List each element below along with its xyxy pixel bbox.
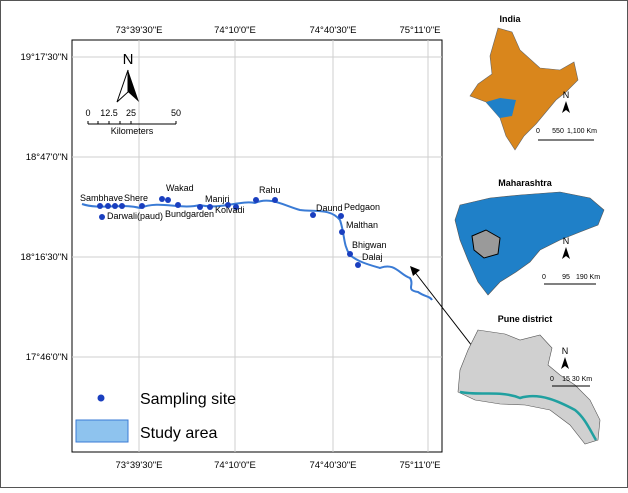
lon-label: 74°10'0"E (214, 25, 256, 36)
inset-scale: 30 Km (572, 376, 592, 383)
site-label: Wakad (166, 183, 194, 193)
pune-highlight (471, 229, 501, 259)
india-shape (469, 27, 579, 151)
lon-label: 73°39'30"E (115, 460, 162, 471)
scale-label: 50 (171, 108, 181, 118)
site-label: Darwali(paud) (107, 211, 163, 221)
inset-scale: 0 (550, 376, 554, 383)
sampling-site (207, 204, 213, 210)
inset-title: Pune district (498, 314, 553, 324)
inset-scale: 15 (562, 376, 570, 383)
sampling-site (253, 197, 259, 203)
sampling-site (139, 203, 145, 209)
legend-dot (97, 394, 105, 402)
legend-label: Sampling site (140, 391, 236, 408)
sampling-site (338, 213, 344, 219)
inset-scale: 95 (562, 274, 570, 281)
sampling-site (233, 204, 239, 210)
sampling-site (159, 196, 165, 202)
sampling-site (355, 262, 361, 268)
map-frame (71, 39, 443, 453)
scale-label: 0 (85, 108, 90, 118)
inset-north: N (562, 346, 569, 356)
scale-bar (87, 121, 177, 125)
site-label: Pedgaon (344, 202, 380, 212)
lon-label: 74°40'30"E (309, 460, 356, 471)
scale-label: 12.5 (100, 108, 118, 118)
inset-scale: 0 (536, 128, 540, 135)
legend-swatch (75, 419, 129, 443)
site-label: Sambhave (80, 193, 123, 203)
site-label: Kolvadi (215, 205, 245, 215)
site-label: Bundgarden (165, 209, 214, 219)
inset-north: N (563, 90, 570, 100)
extra-sites (97, 197, 278, 210)
north-label: N (123, 51, 134, 68)
site-label: Rahu (259, 185, 281, 195)
pune-river (459, 390, 598, 441)
sampling-site (119, 203, 125, 209)
site-label: Malthan (346, 220, 378, 230)
inset-scale: 1,100 Km (567, 128, 597, 135)
graticule (72, 40, 442, 452)
lat-label: 18°16'30"N (20, 252, 68, 263)
inset-scale: 0 (542, 274, 546, 281)
lon-label: 75°11'0"E (399, 25, 440, 36)
site-label: Dalaj (362, 252, 383, 262)
inset-title: India (499, 14, 521, 24)
inset-north: N (563, 236, 570, 246)
lon-label: 73°39'30"E (115, 25, 162, 36)
sampling-site (99, 214, 105, 220)
lat-label: 19°17'30"N (20, 52, 68, 63)
lon-label: 75°11'0"E (399, 460, 440, 471)
north-arrow (128, 70, 139, 102)
site-label: Shere (124, 193, 148, 203)
sampling-site (347, 251, 353, 257)
inset-scale: 550 (552, 128, 564, 135)
arrow-head (410, 266, 420, 276)
lon-label: 74°10'0"E (214, 460, 256, 471)
scale-label: 25 (126, 108, 136, 118)
site-label: Bhigwan (352, 240, 387, 250)
pune-shape (457, 329, 601, 445)
inset-scale: 190 Km (576, 274, 600, 281)
maharashtra-shape (454, 191, 605, 296)
sampling-site (225, 202, 231, 208)
legend-label: Study area (140, 425, 217, 442)
lon-label: 74°40'30"E (309, 25, 356, 36)
india-highlight (486, 98, 516, 118)
site-label: Manjri (205, 194, 230, 204)
site-label: Daund (316, 203, 343, 213)
sampling-site (310, 212, 316, 218)
scale-unit: Kilometers (111, 126, 154, 136)
lat-label: 18°47'0"N (26, 152, 68, 163)
inset-title: Maharashtra (498, 178, 553, 188)
lat-label: 17°46'0"N (26, 352, 68, 363)
sampling-site (339, 229, 345, 235)
